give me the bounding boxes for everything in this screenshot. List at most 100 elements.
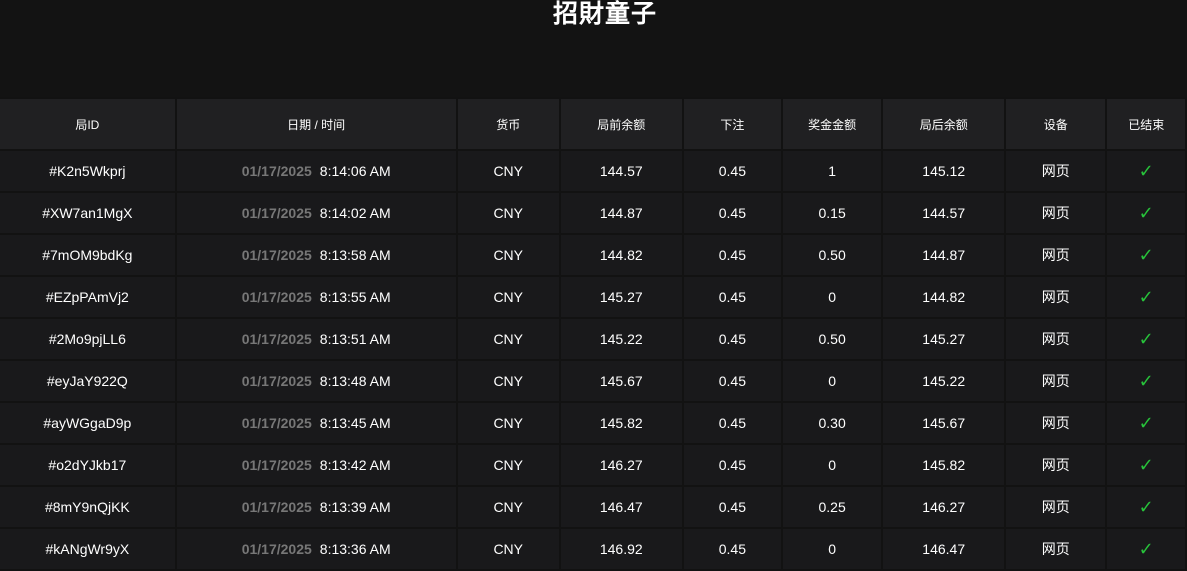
round-id[interactable]: #8mY9nQjKK: [0, 487, 175, 527]
balance-after: 145.12: [883, 151, 1005, 191]
finished-cell: ✓: [1107, 193, 1185, 233]
finished-cell: ✓: [1107, 277, 1185, 317]
currency: CNY: [457, 319, 559, 359]
round-id[interactable]: #2Mo9pjLL6: [0, 319, 175, 359]
column-header[interactable]: 局后余额: [883, 99, 1005, 149]
bet: 0.45: [683, 235, 782, 275]
datetime-cell: 01/17/2025 8:13:55 AM: [176, 277, 456, 317]
table-row[interactable]: #7mOM9bdKg 01/17/2025 8:13:58 AM CNY 144.…: [0, 235, 1185, 275]
bet: 0.45: [683, 403, 782, 443]
balance-before: 144.82: [560, 235, 682, 275]
column-header[interactable]: 设备: [1006, 99, 1106, 149]
table-row[interactable]: #K2n5Wkprj 01/17/2025 8:14:06 AM CNY 144.…: [0, 151, 1185, 191]
check-icon: ✓: [1138, 370, 1154, 391]
device: 网页: [1006, 445, 1106, 485]
column-header[interactable]: 奖金金额: [783, 99, 882, 149]
datetime-cell: 01/17/2025 8:14:06 AM: [176, 151, 456, 191]
round-id[interactable]: #kANgWr9yX: [0, 529, 175, 569]
column-header[interactable]: 货币: [457, 99, 559, 149]
page-title: 招財童子: [552, 0, 657, 28]
currency: CNY: [457, 151, 559, 191]
round-id[interactable]: #o2dYJkb17: [0, 445, 175, 485]
round-id[interactable]: #XW7an1MgX: [0, 193, 175, 233]
balance-after: 146.47: [883, 529, 1005, 569]
balance-after: 145.67: [883, 403, 1005, 443]
table-row[interactable]: #XW7an1MgX 01/17/2025 8:14:02 AM CNY 144.…: [0, 193, 1185, 233]
check-icon: ✓: [1138, 286, 1154, 307]
time: 8:13:36 AM: [319, 541, 391, 557]
finished-cell: ✓: [1107, 487, 1185, 527]
bet: 0.45: [683, 529, 782, 569]
check-icon: ✓: [1138, 538, 1154, 559]
win-amount: 0.50: [783, 235, 882, 275]
round-id[interactable]: #EZpPAmVj2: [0, 277, 175, 317]
time: 8:13:42 AM: [319, 457, 391, 473]
balance-before: 144.87: [560, 193, 682, 233]
win-amount: 0: [783, 529, 882, 569]
win-amount: 0: [783, 277, 882, 317]
check-icon: ✓: [1138, 160, 1154, 181]
bet: 0.45: [683, 361, 782, 401]
round-id[interactable]: #K2n5Wkprj: [0, 151, 175, 191]
currency: CNY: [457, 277, 559, 317]
table-row[interactable]: #8mY9nQjKK 01/17/2025 8:13:39 AM CNY 146.…: [0, 487, 1185, 527]
date: 01/17/2025: [241, 415, 312, 431]
time: 8:13:51 AM: [319, 331, 391, 347]
finished-cell: ✓: [1107, 235, 1185, 275]
datetime-cell: 01/17/2025 8:13:42 AM: [176, 445, 456, 485]
date: 01/17/2025: [241, 331, 312, 347]
date: 01/17/2025: [241, 205, 312, 221]
table-row[interactable]: #kANgWr9yX 01/17/2025 8:13:36 AM CNY 146.…: [0, 529, 1185, 569]
date: 01/17/2025: [241, 457, 312, 473]
balance-before: 145.82: [560, 403, 682, 443]
win-amount: 0.15: [783, 193, 882, 233]
time: 8:14:06 AM: [319, 163, 391, 179]
date: 01/17/2025: [241, 541, 312, 557]
datetime-cell: 01/17/2025 8:13:51 AM: [176, 319, 456, 359]
win-amount: 1: [783, 151, 882, 191]
date: 01/17/2025: [241, 247, 312, 263]
win-amount: 0: [783, 445, 882, 485]
column-header[interactable]: 局前余额: [560, 99, 682, 149]
time: 8:13:45 AM: [319, 415, 391, 431]
column-header[interactable]: 日期 / 时间: [176, 99, 456, 149]
round-id[interactable]: #ayWGgaD9p: [0, 403, 175, 443]
currency: CNY: [457, 235, 559, 275]
bet: 0.45: [683, 445, 782, 485]
bet: 0.45: [683, 319, 782, 359]
check-icon: ✓: [1138, 496, 1154, 517]
win-amount: 0.50: [783, 319, 882, 359]
column-header[interactable]: 局ID: [0, 99, 175, 149]
column-header[interactable]: 下注: [683, 99, 782, 149]
datetime-cell: 01/17/2025 8:13:48 AM: [176, 361, 456, 401]
finished-cell: ✓: [1107, 529, 1185, 569]
header-row: 局ID 日期 / 时间 货币 局前余额 下注 奖金金额 局后余额 设备 已结束: [0, 99, 1185, 149]
balance-after: 144.87: [883, 235, 1005, 275]
table-row[interactable]: #o2dYJkb17 01/17/2025 8:13:42 AM CNY 146.…: [0, 445, 1185, 485]
check-icon: ✓: [1138, 244, 1154, 265]
finished-cell: ✓: [1107, 319, 1185, 359]
currency: CNY: [457, 487, 559, 527]
finished-cell: ✓: [1107, 403, 1185, 443]
time: 8:13:58 AM: [319, 247, 391, 263]
finished-cell: ✓: [1107, 445, 1185, 485]
table-row[interactable]: #ayWGgaD9p 01/17/2025 8:13:45 AM CNY 145.…: [0, 403, 1185, 443]
datetime-cell: 01/17/2025 8:13:58 AM: [176, 235, 456, 275]
bet: 0.45: [683, 277, 782, 317]
time: 8:14:02 AM: [319, 205, 391, 221]
date: 01/17/2025: [241, 499, 312, 515]
finished-cell: ✓: [1107, 151, 1185, 191]
device: 网页: [1006, 361, 1106, 401]
balance-before: 145.22: [560, 319, 682, 359]
table-row[interactable]: #EZpPAmVj2 01/17/2025 8:13:55 AM CNY 145.…: [0, 277, 1185, 317]
round-id[interactable]: #eyJaY922Q: [0, 361, 175, 401]
balance-before: 145.27: [560, 277, 682, 317]
check-icon: ✓: [1138, 202, 1154, 223]
balance-after: 145.27: [883, 319, 1005, 359]
table-row[interactable]: #eyJaY922Q 01/17/2025 8:13:48 AM CNY 145.…: [0, 361, 1185, 401]
round-id[interactable]: #7mOM9bdKg: [0, 235, 175, 275]
table-row[interactable]: #2Mo9pjLL6 01/17/2025 8:13:51 AM CNY 145.…: [0, 319, 1185, 359]
time: 8:13:55 AM: [319, 289, 391, 305]
column-header[interactable]: 已结束: [1107, 99, 1185, 149]
bet: 0.45: [683, 193, 782, 233]
